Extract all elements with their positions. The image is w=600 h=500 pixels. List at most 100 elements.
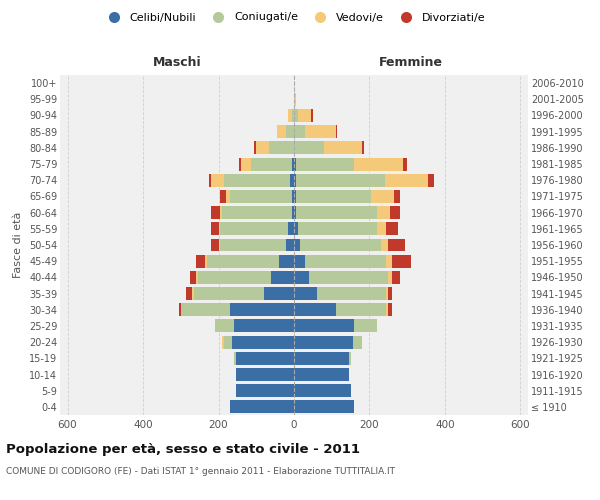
Bar (222, 206, 292, 219)
Bar (381, 238, 388, 252)
Bar (403, 158, 407, 170)
Bar (224, 174, 290, 186)
Bar (296, 158, 355, 170)
Bar (355, 320, 377, 332)
Bar (264, 287, 294, 300)
Bar (192, 287, 194, 300)
Bar (388, 304, 392, 316)
Bar (230, 400, 294, 413)
Bar (205, 254, 207, 268)
Bar (211, 238, 218, 252)
Bar (211, 174, 224, 186)
Bar (294, 400, 355, 413)
Bar (220, 206, 222, 219)
Bar (294, 222, 298, 235)
Bar (428, 174, 434, 186)
Bar (294, 352, 349, 365)
Bar (289, 222, 294, 235)
Bar (388, 271, 392, 284)
Bar (377, 222, 386, 235)
Bar (305, 125, 335, 138)
Bar (251, 158, 292, 170)
Bar (271, 271, 294, 284)
Bar (388, 287, 392, 300)
Bar (181, 304, 230, 316)
Bar (209, 174, 211, 186)
Bar (385, 174, 428, 186)
Bar (235, 384, 294, 397)
Bar (294, 142, 324, 154)
Text: Maschi: Maschi (152, 56, 202, 69)
Bar (286, 238, 294, 252)
Bar (390, 206, 400, 219)
Bar (317, 287, 386, 300)
Bar (298, 109, 311, 122)
Bar (324, 142, 362, 154)
Bar (388, 238, 406, 252)
Bar (226, 190, 230, 203)
Bar (392, 254, 411, 268)
Bar (294, 109, 298, 122)
Bar (294, 320, 355, 332)
Bar (362, 142, 364, 154)
Bar (296, 206, 377, 219)
Bar (220, 222, 289, 235)
Bar (277, 125, 286, 138)
Bar (294, 287, 317, 300)
Bar (294, 238, 299, 252)
Bar (232, 336, 294, 348)
Bar (355, 158, 403, 170)
Bar (294, 158, 296, 170)
Bar (292, 190, 294, 203)
Bar (294, 384, 350, 397)
Bar (292, 206, 294, 219)
Bar (196, 271, 198, 284)
Text: Femmine: Femmine (379, 56, 443, 69)
Bar (279, 254, 294, 268)
Bar (196, 254, 205, 268)
Bar (239, 158, 241, 170)
Bar (386, 287, 388, 300)
Bar (296, 190, 371, 203)
Bar (335, 125, 337, 138)
Bar (294, 174, 296, 186)
Bar (392, 271, 400, 284)
Bar (211, 222, 218, 235)
Bar (233, 352, 235, 365)
Bar (294, 206, 296, 219)
Bar (294, 271, 309, 284)
Bar (190, 271, 196, 284)
Bar (353, 336, 362, 348)
Legend: Celibi/Nubili, Coniugati/e, Vedovi/e, Divorziati/e: Celibi/Nubili, Coniugati/e, Vedovi/e, Di… (98, 8, 490, 27)
Bar (211, 206, 220, 219)
Bar (235, 352, 294, 365)
Bar (394, 190, 400, 203)
Bar (269, 142, 294, 154)
Y-axis label: Fasce di età: Fasce di età (13, 212, 23, 278)
Bar (377, 206, 390, 219)
Bar (294, 336, 353, 348)
Bar (187, 287, 192, 300)
Bar (294, 304, 335, 316)
Bar (286, 125, 294, 138)
Bar (296, 174, 385, 186)
Bar (294, 190, 296, 203)
Bar (292, 158, 294, 170)
Bar (298, 222, 377, 235)
Bar (215, 320, 233, 332)
Bar (198, 271, 271, 284)
Bar (179, 304, 181, 316)
Bar (224, 336, 232, 348)
Bar (349, 352, 350, 365)
Bar (386, 304, 388, 316)
Text: Popolazione per età, sesso e stato civile - 2011: Popolazione per età, sesso e stato civil… (6, 442, 360, 456)
Bar (305, 254, 386, 268)
Text: COMUNE DI CODIGORO (FE) - Dati ISTAT 1° gennaio 2011 - Elaborazione TUTTITALIA.I: COMUNE DI CODIGORO (FE) - Dati ISTAT 1° … (6, 468, 395, 476)
Bar (220, 238, 286, 252)
Bar (194, 287, 264, 300)
Bar (289, 109, 292, 122)
Bar (207, 254, 279, 268)
Bar (230, 304, 294, 316)
Bar (220, 190, 226, 203)
Bar (294, 368, 349, 381)
